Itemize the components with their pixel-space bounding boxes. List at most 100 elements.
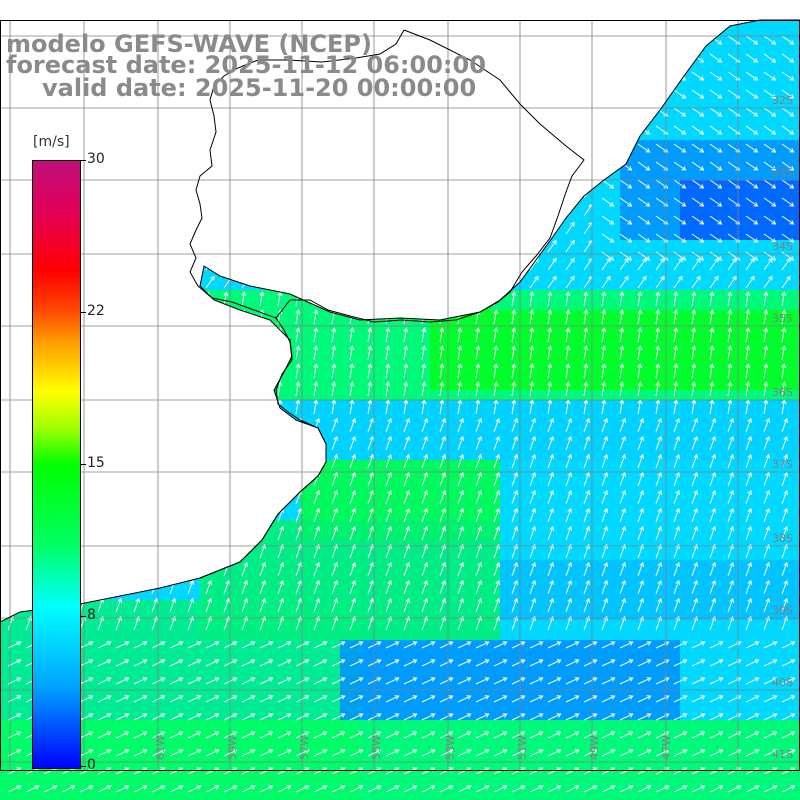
wind-arrow <box>601 276 611 289</box>
wind-arrow-head <box>717 202 723 207</box>
wind-arrow <box>349 713 363 721</box>
wind-arrow <box>421 186 431 199</box>
wind-arrow <box>79 713 93 721</box>
wind-arrow-head <box>583 309 589 315</box>
wind-arrow-head <box>376 695 382 700</box>
wind-arrow <box>637 767 651 775</box>
wind-arrow-head <box>699 130 705 135</box>
wind-arrow-head <box>250 749 256 754</box>
wind-arrow <box>673 233 686 243</box>
wind-arrow-head <box>574 659 580 664</box>
wind-arrow-head <box>771 40 777 45</box>
wind-arrow <box>493 42 503 55</box>
wind-arrow <box>403 186 413 199</box>
wind-arrow <box>727 258 737 271</box>
wind-arrow-head <box>268 659 274 664</box>
wind-arrow <box>583 454 590 469</box>
wind-arrow-head <box>261 453 267 459</box>
wind-arrow <box>619 713 633 721</box>
wind-arrow <box>493 580 500 595</box>
wind-arrow <box>619 251 632 261</box>
wind-arrow-head <box>781 363 787 369</box>
wind-arrow <box>475 400 479 415</box>
wind-arrow-head <box>369 453 375 459</box>
wind-arrow-head <box>133 345 139 351</box>
wind-arrow <box>259 186 269 199</box>
wind-arrow <box>457 508 464 523</box>
wind-arrow-head <box>682 641 688 646</box>
wind-arrow-head <box>25 327 31 333</box>
wind-arrow-head <box>115 327 121 333</box>
wind-arrow-head <box>711 417 717 423</box>
wind-arrow <box>547 677 561 685</box>
wind-arrow-head <box>790 695 796 700</box>
wind-arrow <box>637 179 650 189</box>
wind-arrow <box>97 677 111 685</box>
wind-arrow-head <box>477 489 483 495</box>
wind-arrow-head <box>718 749 724 754</box>
wind-arrow-head <box>367 309 373 315</box>
wind-arrow <box>619 107 632 117</box>
wind-arrow-head <box>174 203 179 209</box>
wind-arrow-head <box>627 40 633 45</box>
wind-arrow <box>133 544 140 559</box>
wind-arrow-head <box>457 363 463 369</box>
wind-arrow-head <box>655 381 661 387</box>
wind-arrow <box>619 490 626 505</box>
wind-arrow <box>385 598 392 613</box>
wind-arrow <box>421 292 425 307</box>
wind-arrow <box>529 436 536 451</box>
wind-arrow <box>223 382 227 397</box>
wind-arrow-head <box>207 507 213 513</box>
wind-arrow-head <box>513 471 519 477</box>
wind-arrow-head <box>153 489 159 495</box>
wind-arrow <box>709 215 722 225</box>
wind-arrow <box>403 292 407 307</box>
wind-arrow-head <box>765 435 771 441</box>
wind-arrow-head <box>570 239 575 245</box>
wind-arrow <box>493 490 500 505</box>
wind-arrow-head <box>259 327 265 333</box>
wind-arrow-head <box>313 363 319 369</box>
wind-arrow <box>619 310 623 325</box>
wind-arrow <box>241 767 255 775</box>
wind-arrow-head <box>516 77 521 83</box>
wind-arrow <box>727 215 740 225</box>
wind-arrow <box>475 677 489 685</box>
wind-arrow <box>79 731 93 739</box>
wind-arrow <box>673 310 677 325</box>
wind-arrow-head <box>322 713 328 718</box>
wind-arrow <box>385 292 389 307</box>
wind-arrow <box>295 114 305 127</box>
wind-arrow-head <box>12 95 17 101</box>
wind-arrow-head <box>196 677 202 682</box>
wind-arrow <box>727 107 740 117</box>
wind-arrow <box>583 526 590 541</box>
wind-arrow <box>133 346 137 361</box>
wind-arrow <box>619 544 626 559</box>
wind-arrow <box>367 328 371 343</box>
wind-arrow-head <box>189 561 195 567</box>
wind-arrow-head <box>549 435 555 441</box>
wind-arrow-head <box>771 112 777 117</box>
wind-arrow-head <box>781 291 787 297</box>
wind-arrow-head <box>277 309 283 315</box>
wind-arrow <box>601 292 605 307</box>
wind-arrow-head <box>592 749 598 754</box>
wind-arrow <box>619 767 633 775</box>
wind-arrow-head <box>333 615 339 621</box>
wind-arrow <box>295 186 305 199</box>
wind-arrow <box>187 240 197 253</box>
wind-arrow <box>619 197 632 207</box>
wind-arrow-head <box>498 23 503 29</box>
wind-arrow-head <box>151 399 157 405</box>
wind-arrow-head <box>390 239 395 245</box>
wind-arrow-head <box>358 659 364 664</box>
wind-arrow <box>475 168 485 181</box>
wind-arrow <box>205 418 212 433</box>
wind-arrow <box>7 240 17 253</box>
wind-arrow <box>601 346 605 361</box>
wind-arrow <box>331 641 345 649</box>
wind-arrow-head <box>225 489 231 495</box>
wind-arrow <box>673 490 680 505</box>
